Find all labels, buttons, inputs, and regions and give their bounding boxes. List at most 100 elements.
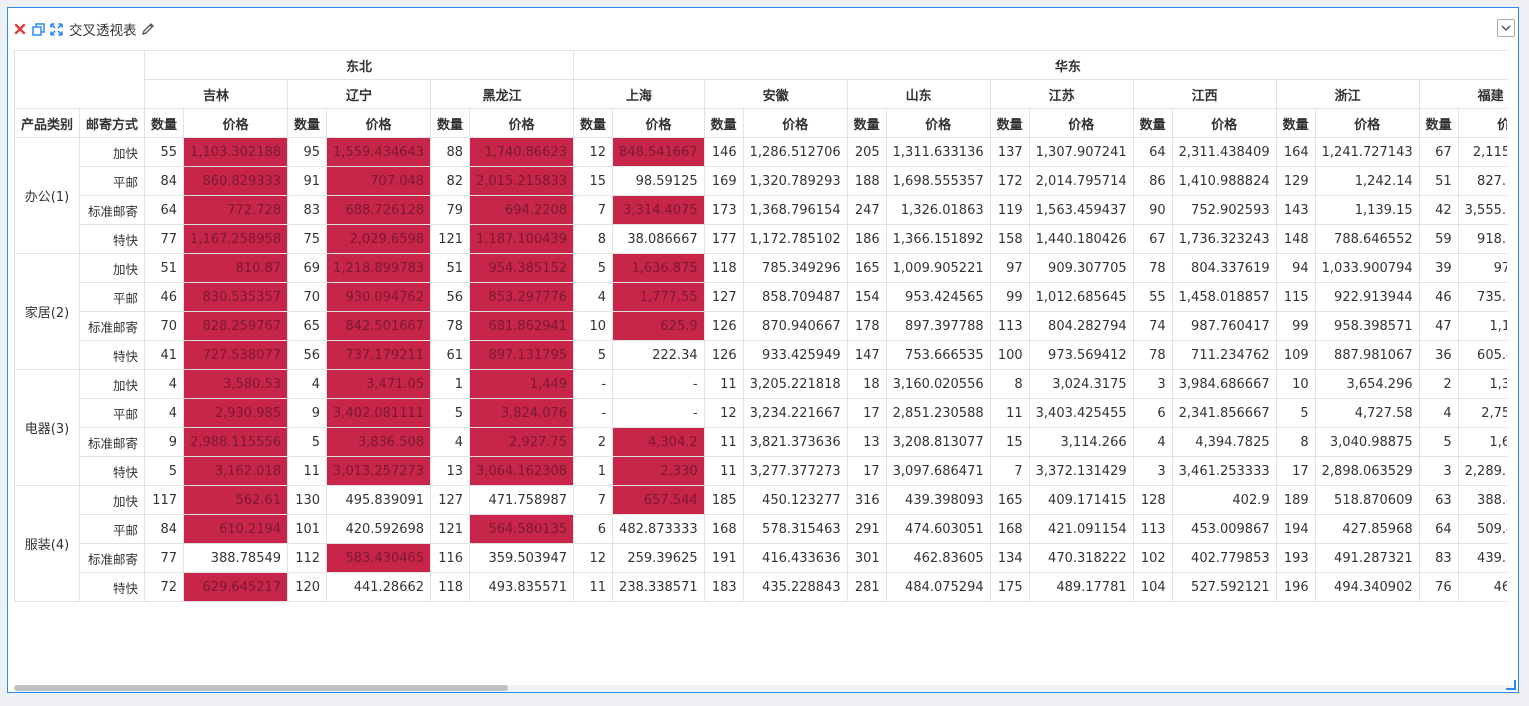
expand-icon[interactable] — [49, 22, 63, 36]
qty-cell: 88 — [430, 137, 471, 167]
qty-header: 数量 — [1418, 108, 1459, 138]
qty-cell: 6 — [1132, 398, 1173, 428]
price-cell-highlighted: 848.541667 — [612, 137, 705, 167]
price-cell-highlighted: 2,927.75 — [469, 427, 575, 457]
qty-cell: 7 — [573, 195, 614, 225]
price-cell: 441.28662 — [326, 572, 432, 602]
table-row: 标准邮寄 64 772.728 83 688.726128 79 694.2208 7 3,31… — [15, 195, 1507, 225]
qty-cell: 118 — [703, 253, 744, 283]
scrollbar-thumb[interactable] — [14, 685, 508, 691]
qty-cell: 121 — [430, 224, 471, 254]
qty-cell: 99 — [989, 282, 1030, 312]
price-cell: 897.397788 — [885, 311, 991, 341]
qty-cell: 2 — [573, 427, 614, 457]
qty-cell: 291 — [846, 514, 887, 544]
qty-cell: 74 — [1132, 311, 1173, 341]
edit-pencil-icon[interactable] — [141, 22, 155, 36]
qty-cell: 56 — [430, 282, 471, 312]
price-cell: 2,851.230588 — [885, 398, 991, 428]
qty-cell: 281 — [846, 572, 887, 602]
shipping-cell: 标准邮寄 — [79, 311, 146, 341]
qty-cell: 5 — [1275, 398, 1316, 428]
qty-header: 数量 — [703, 108, 744, 138]
price-header: 价格 — [612, 108, 705, 138]
qty-header: 数量 — [1132, 108, 1173, 138]
qty-cell: 79 — [430, 195, 471, 225]
price-cell: 3,403.425455 — [1028, 398, 1134, 428]
category-cell[interactable]: 电器(3) — [14, 369, 81, 486]
qty-cell: 129 — [1275, 166, 1316, 196]
price-cell: 474.603051 — [885, 514, 991, 544]
price-cell: 1,033.900794 — [1314, 253, 1420, 283]
table-row: 办公(1) 加快 55 1,103.302188 95 1,559.434643 88 1,7… — [14, 137, 1507, 254]
price-cell: 439.398093 — [885, 485, 991, 515]
qty-header: 数量 — [1275, 108, 1316, 138]
qty-cell: 191 — [703, 543, 744, 573]
price-cell: 450.123277 — [742, 485, 848, 515]
qty-cell: 112 — [287, 543, 328, 573]
resize-handle-icon[interactable] — [1506, 680, 1516, 690]
qty-cell: 158 — [989, 224, 1030, 254]
qty-cell: 5 — [573, 253, 614, 283]
qty-cell: 169 — [703, 166, 744, 196]
shipping-cell: 标准邮寄 — [79, 195, 146, 225]
price-cell: 605.416364 — [1457, 340, 1507, 370]
price-cell: 462.83605 — [885, 543, 991, 573]
qty-cell: 186 — [846, 224, 887, 254]
copy-icon[interactable] — [31, 22, 45, 36]
shipping-cell: 加快 — [79, 485, 146, 515]
qty-cell: 115 — [1275, 282, 1316, 312]
qty-cell: 6 — [573, 514, 614, 544]
price-cell: 388.78549 — [183, 543, 289, 573]
shipping-cell: 加快 — [79, 253, 146, 283]
price-cell: 38.086667 — [612, 224, 705, 254]
price-cell: 484.075294 — [885, 572, 991, 602]
price-cell-highlighted: 4,304.2 — [612, 427, 705, 457]
price-cell: 238.338571 — [612, 572, 705, 602]
qty-cell: 137 — [989, 137, 1030, 167]
collapse-button[interactable] — [1497, 19, 1515, 37]
price-cell: 1,368.796154 — [742, 195, 848, 225]
qty-cell: 7 — [573, 485, 614, 515]
price-header: 价格 — [1314, 108, 1420, 138]
qty-cell: 76 — [1418, 572, 1459, 602]
price-cell-highlighted: 954.385152 — [469, 253, 575, 283]
qty-header: 数量 — [846, 108, 887, 138]
close-icon[interactable] — [13, 22, 27, 36]
qty-cell: - — [573, 398, 614, 428]
table-row: 平邮 84 860.829333 91 707.048 82 2,015.215833 15 9… — [15, 166, 1507, 196]
category-cell[interactable]: 家居(2) — [14, 253, 81, 370]
price-cell: 527.592121 — [1171, 572, 1277, 602]
price-cell: 4,727.58 — [1314, 398, 1420, 428]
category-cell[interactable]: 办公(1) — [14, 137, 81, 254]
qty-cell: 205 — [846, 137, 887, 167]
horizontal-scrollbar[interactable] — [14, 685, 1512, 691]
qty-cell: 8 — [989, 369, 1030, 399]
price-cell: 972.0608 — [1457, 253, 1507, 283]
qty-cell: 104 — [1132, 572, 1173, 602]
qty-cell: 168 — [989, 514, 1030, 544]
qty-cell: 86 — [1132, 166, 1173, 196]
qty-cell: 51 — [430, 253, 471, 283]
qty-cell: 78 — [1132, 253, 1173, 283]
price-cell: 518.870609 — [1314, 485, 1420, 515]
price-cell-highlighted: 1,636.875 — [612, 253, 705, 283]
table-row: 服装(4) 加快 117 562.61 130 495.839091 127 471.7589… — [14, 485, 1507, 602]
province-header: 黑龙江 — [430, 79, 575, 109]
price-cell: 3,205.221818 — [742, 369, 848, 399]
province-header: 安徽 — [703, 79, 848, 109]
qty-cell: 8 — [1275, 427, 1316, 457]
qty-cell: 8 — [573, 224, 614, 254]
qty-cell: 113 — [1132, 514, 1173, 544]
shipping-cell: 平邮 — [79, 514, 146, 544]
qty-cell: 148 — [1275, 224, 1316, 254]
price-cell: 1,326.01863 — [885, 195, 991, 225]
qty-cell: 67 — [1418, 137, 1459, 167]
qty-cell: 4 — [573, 282, 614, 312]
qty-cell: 130 — [287, 485, 328, 515]
category-cell[interactable]: 服装(4) — [14, 485, 81, 602]
price-cell: 753.666535 — [885, 340, 991, 370]
price-cell-highlighted: 2,930.985 — [183, 398, 289, 428]
table-row: 标准邮寄 9 2,988.115556 5 3,836.508 4 2,927.75 2 4,3… — [15, 427, 1507, 457]
